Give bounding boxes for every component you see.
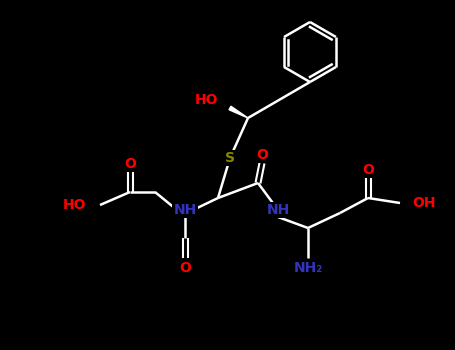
Text: NH: NH <box>173 203 197 217</box>
Text: O: O <box>179 261 191 275</box>
Text: O: O <box>124 157 136 171</box>
Text: O: O <box>256 148 268 162</box>
Text: OH: OH <box>412 196 435 210</box>
Text: NH: NH <box>266 203 290 217</box>
Text: S: S <box>225 151 235 165</box>
Polygon shape <box>229 106 248 118</box>
Text: HO: HO <box>194 93 218 107</box>
Text: O: O <box>362 163 374 177</box>
Text: NH₂: NH₂ <box>293 261 323 275</box>
Text: HO: HO <box>62 198 86 212</box>
